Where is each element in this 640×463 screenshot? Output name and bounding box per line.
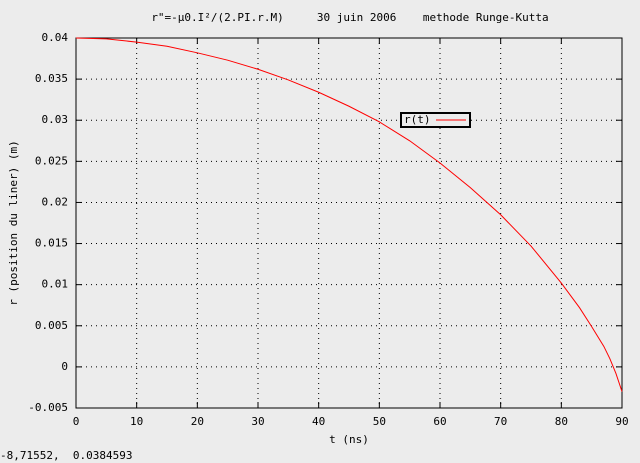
x-tick-label: 10 <box>130 415 143 428</box>
x-tick-label: 30 <box>251 415 264 428</box>
chart-title: r"=-µ0.I²/(2.PI.r.M) 30 juin 2006 method… <box>151 11 548 24</box>
y-tick-label: 0.005 <box>35 319 68 332</box>
y-tick-label: 0.02 <box>42 195 69 208</box>
y-tick-label: 0.015 <box>35 237 68 250</box>
y-tick-label: 0.03 <box>42 113 69 126</box>
x-tick-label: 90 <box>615 415 628 428</box>
x-tick-label: 70 <box>494 415 507 428</box>
status-text: -8,71552, 0.0384593 <box>0 449 132 462</box>
plot-border <box>75 37 623 409</box>
x-tick-label: 0 <box>73 415 80 428</box>
y-tick-label: 0 <box>61 360 68 373</box>
y-tick-label: -0.005 <box>28 401 68 414</box>
x-axis-label: t (ns) <box>329 433 369 446</box>
x-tick-label: 60 <box>433 415 446 428</box>
x-tick-label: 80 <box>555 415 568 428</box>
x-tick-label: 40 <box>312 415 325 428</box>
data-line <box>75 37 623 392</box>
x-tick-label: 20 <box>191 415 204 428</box>
y-tick-label: 0.035 <box>35 72 68 85</box>
legend-box <box>400 112 471 128</box>
y-tick-label: 0.025 <box>35 154 68 167</box>
y-axis-label: r (position du liner) (m) <box>7 140 20 306</box>
legend-label: r(t) <box>404 113 431 126</box>
x-tick-label: 50 <box>373 415 386 428</box>
y-tick-label: 0.04 <box>42 31 69 44</box>
y-tick-label: 0.01 <box>42 278 69 291</box>
